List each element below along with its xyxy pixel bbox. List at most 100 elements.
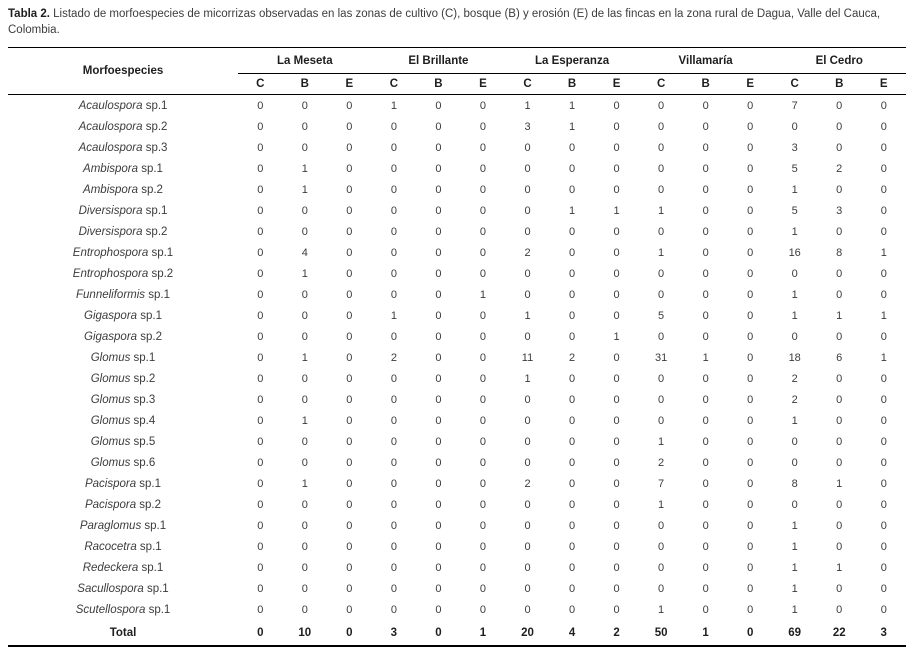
total-cell: 0 — [346, 626, 353, 639]
table-caption-label: Tabla 2. — [8, 8, 50, 20]
count-cell: 2 — [390, 351, 397, 364]
table-row: Redeckera sp.1 0 0 0 0 0 0 0 0 0 0 0 0 1 1 0 — [8, 557, 906, 578]
count-cell: 0 — [568, 456, 576, 469]
table-row: Glomus sp.2 0 0 0 0 0 0 1 0 0 0 0 0 2 0 0 — [8, 368, 906, 389]
count-cell: 0 — [880, 414, 887, 427]
species-name: Sacullospora sp.1 — [77, 582, 169, 595]
count-cell: 0 — [346, 204, 353, 217]
count-cell: 0 — [346, 99, 353, 112]
count-cell: 0 — [301, 498, 308, 511]
count-cell: 0 — [568, 414, 576, 427]
count-cell: 0 — [658, 414, 665, 427]
count-cell: 0 — [702, 477, 709, 490]
count-cell: 0 — [435, 351, 442, 364]
count-cell: 0 — [568, 141, 576, 154]
count-cell: 0 — [568, 246, 576, 259]
count-cell: 1 — [301, 162, 308, 175]
count-cell: 0 — [257, 330, 264, 343]
count-cell: 0 — [613, 603, 620, 616]
count-cell: 0 — [836, 183, 843, 196]
count-cell: 0 — [301, 393, 308, 406]
count-cell: 0 — [257, 498, 264, 511]
table-row: Ambispora sp.2 0 1 0 0 0 0 0 0 0 0 0 0 1 0 0 — [8, 179, 906, 200]
count-cell: 0 — [613, 435, 620, 448]
count-cell: 0 — [435, 393, 442, 406]
count-cell: 0 — [836, 372, 843, 385]
count-cell: 31 — [654, 351, 668, 364]
species-name: Glomus sp.1 — [90, 351, 156, 364]
count-cell: 1 — [524, 372, 531, 385]
count-cell: 0 — [257, 309, 264, 322]
species-name: Diversispora sp.1 — [78, 204, 168, 217]
count-cell: 0 — [435, 561, 442, 574]
count-cell: 0 — [836, 603, 843, 616]
count-cell: 0 — [568, 561, 576, 574]
count-cell: 0 — [435, 414, 442, 427]
count-cell: 0 — [702, 183, 709, 196]
count-cell: 1 — [658, 603, 665, 616]
location-header-3: La Esperanza — [505, 47, 639, 75]
total-label: Total — [109, 626, 137, 639]
count-cell: 1 — [613, 330, 620, 343]
total-cell: 50 — [654, 626, 668, 639]
count-cell: 0 — [613, 372, 620, 385]
count-cell: 1 — [791, 582, 798, 595]
count-cell: 0 — [702, 330, 709, 343]
count-cell: 0 — [346, 141, 353, 154]
total-cell: 20 — [521, 626, 534, 639]
table-row: Racocetra sp.1 0 0 0 0 0 0 0 0 0 0 0 0 1 0 0 — [8, 536, 906, 557]
table-caption-text: Listado de morfoespecies de micorrizas o… — [8, 8, 881, 37]
total-cell: 4 — [568, 626, 576, 639]
count-cell: 0 — [346, 582, 353, 595]
count-cell: 0 — [346, 603, 353, 616]
count-cell: 0 — [524, 435, 531, 448]
count-cell: 0 — [880, 225, 887, 238]
table-head: Morfoespecies La Meseta El Brillante La Es… — [8, 47, 907, 96]
count-cell: 0 — [435, 246, 442, 259]
count-cell: 0 — [836, 330, 843, 343]
count-cell: 0 — [257, 393, 264, 406]
total-cell: 2 — [613, 626, 620, 639]
zone-header-e: E — [727, 73, 773, 96]
table-body: Acaulospora sp.1 0 0 0 1 0 0 1 1 0 0 0 0 7 0 0 Acaulospo… — [8, 95, 906, 621]
count-cell: 0 — [390, 603, 397, 616]
table-row: Ambispora sp.1 0 1 0 0 0 0 0 0 0 0 0 0 5 2 0 — [8, 158, 906, 179]
count-cell: 0 — [524, 582, 531, 595]
count-cell: 0 — [390, 330, 397, 343]
count-cell: 1 — [301, 414, 308, 427]
count-cell: 0 — [257, 246, 264, 259]
count-cell: 0 — [568, 477, 576, 490]
count-cell: 0 — [568, 288, 576, 301]
table-row: Funneliformis sp.1 0 0 0 0 0 1 0 0 0 0 0 0 1 0 0 — [8, 284, 906, 305]
count-cell: 0 — [435, 120, 442, 133]
total-cell: 69 — [788, 626, 802, 639]
count-cell: 7 — [791, 99, 798, 112]
count-cell: 0 — [568, 225, 576, 238]
count-cell: 0 — [435, 225, 442, 238]
count-cell: 0 — [346, 498, 353, 511]
count-cell: 1 — [524, 309, 531, 322]
count-cell: 0 — [658, 582, 665, 595]
count-cell: 0 — [301, 603, 308, 616]
total-cell: 10 — [298, 626, 312, 639]
count-cell: 0 — [747, 267, 754, 280]
count-cell: 0 — [479, 372, 487, 385]
table-row: Glomus sp.3 0 0 0 0 0 0 0 0 0 0 0 0 2 0 0 — [8, 389, 906, 410]
count-cell: 0 — [747, 99, 754, 112]
count-cell: 0 — [658, 99, 665, 112]
count-cell: 0 — [791, 435, 798, 448]
count-cell: 0 — [257, 204, 264, 217]
species-name: Gigaspora sp.2 — [84, 330, 162, 343]
count-cell: 0 — [613, 267, 620, 280]
count-cell: 0 — [880, 561, 887, 574]
count-cell: 0 — [747, 351, 754, 364]
count-cell: 0 — [747, 141, 754, 154]
count-cell: 0 — [435, 99, 442, 112]
count-cell: 0 — [346, 246, 353, 259]
count-cell: 0 — [880, 435, 887, 448]
count-cell: 0 — [301, 225, 308, 238]
count-cell: 0 — [702, 540, 709, 553]
total-cell: 22 — [832, 626, 846, 639]
count-cell: 16 — [788, 246, 801, 259]
species-name: Acaulospora sp.2 — [78, 120, 168, 133]
